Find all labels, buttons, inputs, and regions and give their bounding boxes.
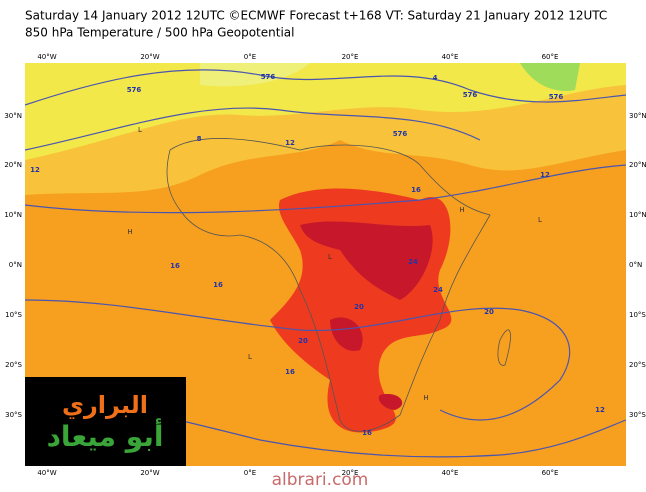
- contour-label: 576: [127, 86, 142, 94]
- contour-label: 4: [433, 74, 438, 82]
- contour-label: 16: [170, 262, 180, 270]
- contour-label: 576: [261, 73, 276, 81]
- lon-label: 60°E: [542, 53, 559, 61]
- contour-label: 576: [549, 93, 564, 101]
- contour-label: 16: [362, 429, 372, 437]
- lat-label: 20°S: [629, 361, 646, 369]
- lon-label: 40°E: [442, 53, 459, 61]
- logo: البراري أبو ميعاد: [25, 377, 186, 466]
- contour-label: 16: [411, 186, 421, 194]
- pressure-mark: L: [328, 253, 332, 261]
- contour-label: 16: [213, 281, 223, 289]
- contour-label: 12: [540, 171, 550, 179]
- contour-label: 20: [354, 303, 364, 311]
- pressure-mark: L: [138, 126, 142, 134]
- header-line1: Saturday 14 January 2012 12UTC ©ECMWF Fo…: [25, 9, 607, 23]
- logo-line2: أبو ميعاد: [47, 418, 164, 453]
- lon-label: 20°E: [342, 469, 359, 477]
- contour-label: 12: [595, 406, 605, 414]
- lat-label: 30°S: [5, 411, 22, 419]
- lat-label: 0°N: [629, 261, 642, 269]
- lat-label: 30°S: [629, 411, 646, 419]
- contour-label: 20: [484, 308, 494, 316]
- pressure-mark: H: [127, 228, 132, 236]
- lon-label: 40°W: [37, 53, 56, 61]
- lat-label: 0°N: [9, 261, 22, 269]
- lat-label: 30°N: [629, 112, 646, 120]
- contour-label: 12: [30, 166, 40, 174]
- lon-label: 20°E: [342, 53, 359, 61]
- lat-label: 20°N: [4, 161, 22, 169]
- lon-label: 40°W: [37, 469, 56, 477]
- pressure-mark: L: [248, 353, 252, 361]
- lat-label: 30°N: [4, 112, 22, 120]
- contour-label: 576: [463, 91, 478, 99]
- lon-label: 0°E: [244, 469, 256, 477]
- lat-label: 10°N: [629, 211, 646, 219]
- header-line2: 850 hPa Temperature / 500 hPa Geopotenti…: [25, 26, 294, 40]
- lon-label: 60°E: [542, 469, 559, 477]
- lon-label: 20°W: [140, 53, 159, 61]
- lat-label: 10°S: [629, 311, 646, 319]
- contour-label: 16: [285, 368, 295, 376]
- contour-label: 8: [197, 135, 202, 143]
- contour-label: 20: [298, 337, 308, 345]
- lon-label: 0°E: [244, 53, 256, 61]
- pressure-mark: H: [423, 394, 428, 402]
- pressure-mark: L: [538, 216, 542, 224]
- lon-label: 40°E: [442, 469, 459, 477]
- logo-line1: البراري: [62, 391, 148, 419]
- lat-label: 20°N: [629, 161, 646, 169]
- lat-label: 10°N: [4, 211, 22, 219]
- contour-label: 24: [433, 286, 443, 294]
- lat-label: 10°S: [5, 311, 22, 319]
- contour-label: 12: [285, 139, 295, 147]
- contour-label: 24: [408, 258, 418, 266]
- pressure-mark: H: [459, 206, 464, 214]
- lat-label: 20°S: [5, 361, 22, 369]
- footer: albrari.com: [272, 470, 369, 488]
- lon-label: 20°W: [140, 469, 159, 477]
- contour-label: 576: [393, 130, 408, 138]
